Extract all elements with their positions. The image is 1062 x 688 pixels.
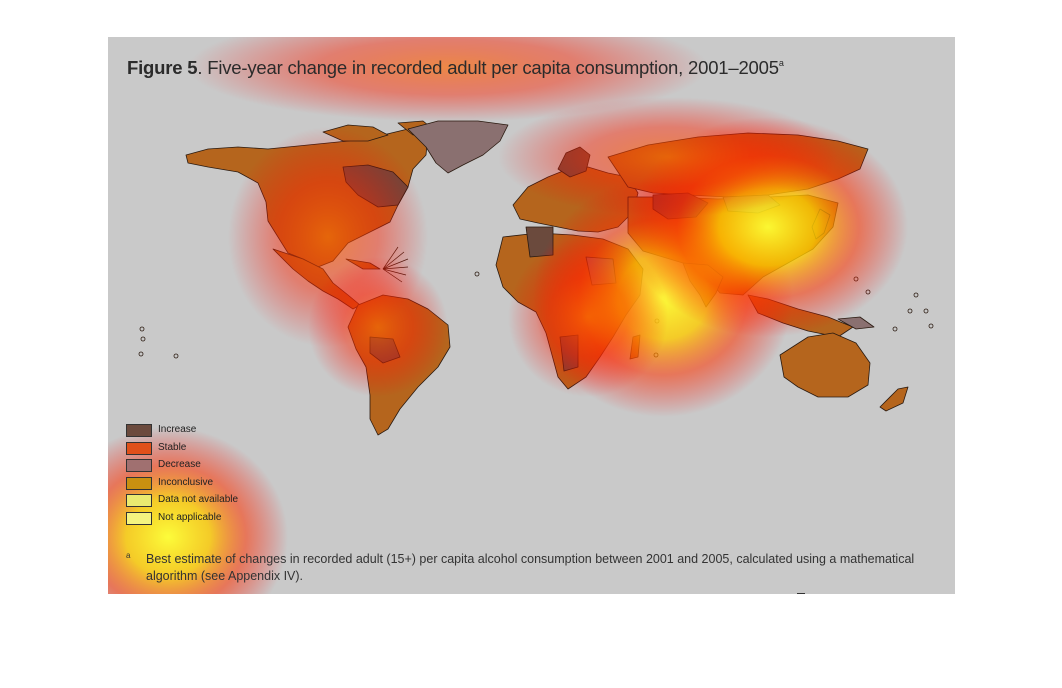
legend-swatch-stable <box>126 441 152 455</box>
legend-label: Inconclusive <box>158 476 214 488</box>
legend-label: Stable <box>158 441 187 453</box>
figure-panel: Figure 5. Five-year change in recorded a… <box>108 37 955 594</box>
footnote-mark: a <box>126 551 131 560</box>
legend-label: Increase <box>158 424 197 435</box>
region-new-zealand <box>879 386 909 412</box>
legend-item-inconclusive: Inconclusive <box>126 476 266 494</box>
divider-mark <box>797 593 805 594</box>
legend-label: Decrease <box>158 459 201 470</box>
legend-item-data-not-available: Data not available <box>126 493 266 511</box>
map-legend: Increase Stable Decrease Inconclusive Da… <box>126 423 266 528</box>
region-madagascar <box>629 334 641 360</box>
region-caribbean <box>345 258 381 270</box>
region-russia <box>607 132 869 198</box>
legend-swatch-not-applicable <box>126 511 152 525</box>
caribbean-callouts <box>382 246 409 283</box>
figure-superscript: a <box>778 58 784 68</box>
legend-label: Data not available <box>158 494 239 505</box>
region-southeast-asia <box>747 294 854 338</box>
figure-title: Figure 5. Five-year change in recorded a… <box>127 57 784 79</box>
region-australia <box>779 332 871 398</box>
legend-swatch-decrease <box>126 459 152 472</box>
legend-item-decrease: Decrease <box>126 458 266 476</box>
region-algeria <box>525 226 554 258</box>
legend-item-increase: Increase <box>126 423 266 441</box>
region-south-america <box>347 294 451 436</box>
legend-swatch-inconclusive <box>126 476 152 490</box>
legend-item-stable: Stable <box>126 441 266 459</box>
legend-item-not-applicable: Not applicable <box>126 511 266 529</box>
region-europe <box>512 166 639 233</box>
figure-label: Figure 5 <box>127 57 198 78</box>
figure-title-text: . Five-year change in recorded adult per… <box>197 57 779 78</box>
legend-label: Not applicable <box>158 511 222 523</box>
footnote-text: Best estimate of changes in recorded adu… <box>146 552 915 583</box>
legend-swatch-increase <box>126 424 152 437</box>
legend-swatch-data-not-available <box>126 494 152 507</box>
